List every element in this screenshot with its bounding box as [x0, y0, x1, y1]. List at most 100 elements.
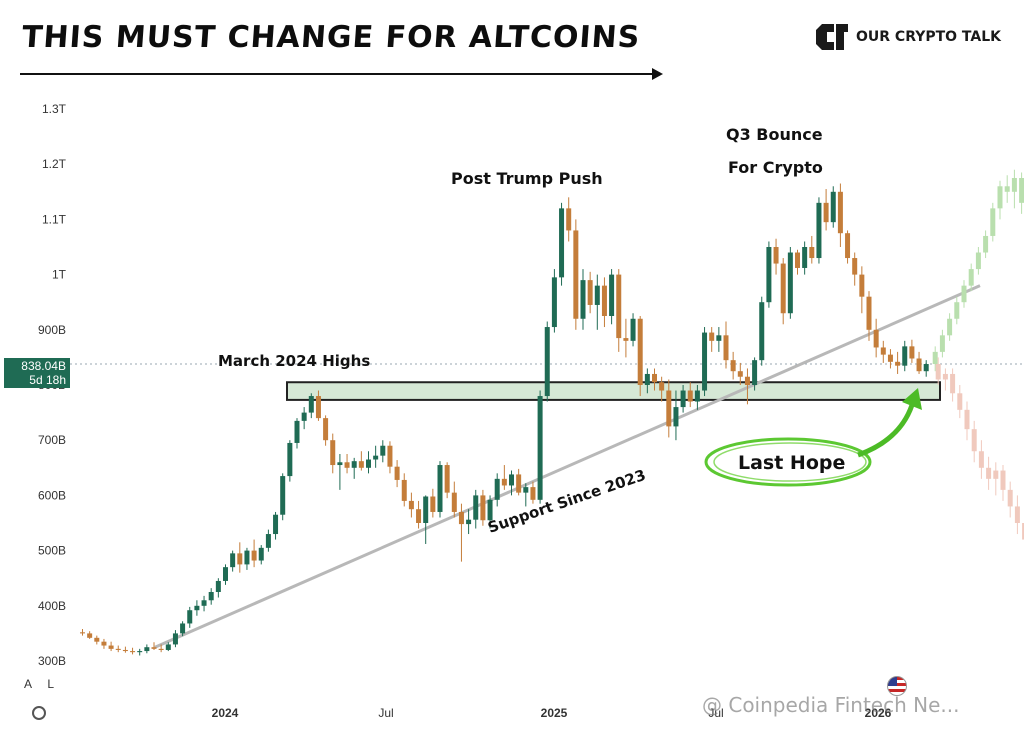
candle-body	[101, 641, 107, 646]
candle-body	[616, 274, 622, 339]
projected-down-candle-body	[1000, 470, 1006, 490]
candle-body	[273, 514, 279, 535]
x-tick-label: Jul	[708, 706, 723, 720]
candle-body	[458, 511, 464, 525]
candle-body	[916, 358, 922, 372]
candle-body	[430, 496, 436, 512]
y-tick-label: 1T	[52, 268, 67, 282]
candle-body	[330, 440, 336, 466]
candle-body	[244, 550, 250, 565]
x-tick-label: 2025	[541, 706, 568, 720]
projected-up-candle-body	[1019, 178, 1024, 203]
candle-body	[215, 580, 221, 592]
candle-body	[566, 208, 572, 231]
projected-down-candle-body	[993, 470, 999, 479]
projected-down-candle-body	[978, 451, 984, 468]
candle-body	[423, 496, 429, 523]
candle-body	[580, 280, 586, 319]
brand-logo-icon	[816, 24, 848, 50]
candle-body	[366, 459, 371, 468]
scale-toggles: A L	[24, 677, 66, 691]
candle-body	[480, 495, 486, 521]
candle-body	[509, 474, 514, 486]
projected-up-candle-body	[975, 252, 981, 270]
candle-body	[644, 373, 650, 385]
brand-name: OUR CRYPTO TALK	[856, 29, 1002, 45]
projected-up-candle-body	[932, 351, 938, 365]
candle-body	[287, 442, 293, 477]
y-tick-label: 900B	[38, 323, 66, 337]
candle-body	[623, 338, 629, 341]
candle-body	[737, 371, 743, 377]
candle-body	[744, 376, 750, 385]
candle-body	[730, 360, 736, 372]
projected-down-candle-body	[971, 429, 977, 452]
candle-body	[523, 487, 529, 493]
candle-body	[594, 285, 600, 305]
projected-up-candle-body	[947, 318, 953, 336]
candle-body	[223, 567, 228, 581]
candle-body	[773, 247, 779, 264]
candle-body	[795, 252, 800, 268]
last-hope-arrowhead-icon	[902, 388, 922, 410]
candle-body	[559, 208, 565, 278]
annotation-march-highs: March 2024 Highs	[218, 352, 370, 370]
headline-underline	[20, 73, 656, 75]
candle-body	[94, 637, 100, 642]
candle-body	[416, 509, 422, 523]
auto-scale-toggle[interactable]: A	[24, 677, 33, 691]
us-flag-icon	[887, 676, 907, 696]
gear-icon[interactable]	[32, 706, 46, 720]
projected-down-candle-body	[1022, 523, 1024, 540]
candle-body	[158, 648, 164, 650]
candle-body	[280, 476, 286, 515]
candle-body	[809, 247, 815, 259]
candle-body	[130, 651, 136, 653]
candle-body	[680, 390, 686, 408]
candle-body	[652, 373, 657, 383]
candle-body	[859, 274, 865, 297]
annotation-post-trump: Post Trump Push	[451, 169, 603, 188]
candle-body	[308, 396, 314, 413]
candle-body	[172, 633, 178, 645]
candle-body	[294, 420, 300, 443]
candle-body	[716, 335, 722, 341]
candle-body	[723, 335, 729, 361]
candle-body	[573, 230, 579, 319]
projected-up-candle-body	[1004, 186, 1010, 192]
candle-body	[265, 534, 271, 548]
candle-body	[258, 547, 264, 561]
candle-body	[208, 592, 214, 601]
y-tick-label: 1.1T	[42, 212, 67, 226]
projected-down-candle-body	[935, 364, 941, 380]
candle-body	[530, 487, 536, 500]
y-tick-label: 300B	[38, 654, 66, 668]
last-hope-arrow	[857, 404, 915, 458]
y-tick-label: 700B	[38, 433, 66, 447]
x-tick-label: 2026	[865, 706, 892, 720]
annotation-q3-line1: Q3 Bounce	[726, 125, 823, 144]
candle-body	[923, 364, 929, 372]
candle-body	[687, 390, 693, 402]
candle-body	[780, 263, 786, 314]
candle-body	[709, 332, 715, 341]
candle-body	[830, 191, 836, 223]
candle-body	[444, 465, 450, 493]
candle-body	[666, 390, 672, 427]
projected-down-candle-body	[964, 409, 970, 430]
candles	[80, 183, 929, 656]
candle-body	[194, 605, 200, 611]
candle-body	[165, 644, 171, 650]
candle-body	[823, 202, 829, 223]
candle-body	[852, 258, 858, 275]
brand: OUR CRYPTO TALK	[814, 20, 1001, 54]
candle-body	[845, 233, 851, 259]
candle-body	[115, 648, 121, 650]
projected-candles	[932, 169, 1024, 540]
candle-body	[122, 649, 128, 652]
support-trendline	[154, 284, 981, 649]
log-scale-toggle[interactable]: L	[47, 677, 55, 691]
candle-body	[80, 632, 85, 634]
projected-up-candle-body	[1011, 178, 1017, 192]
